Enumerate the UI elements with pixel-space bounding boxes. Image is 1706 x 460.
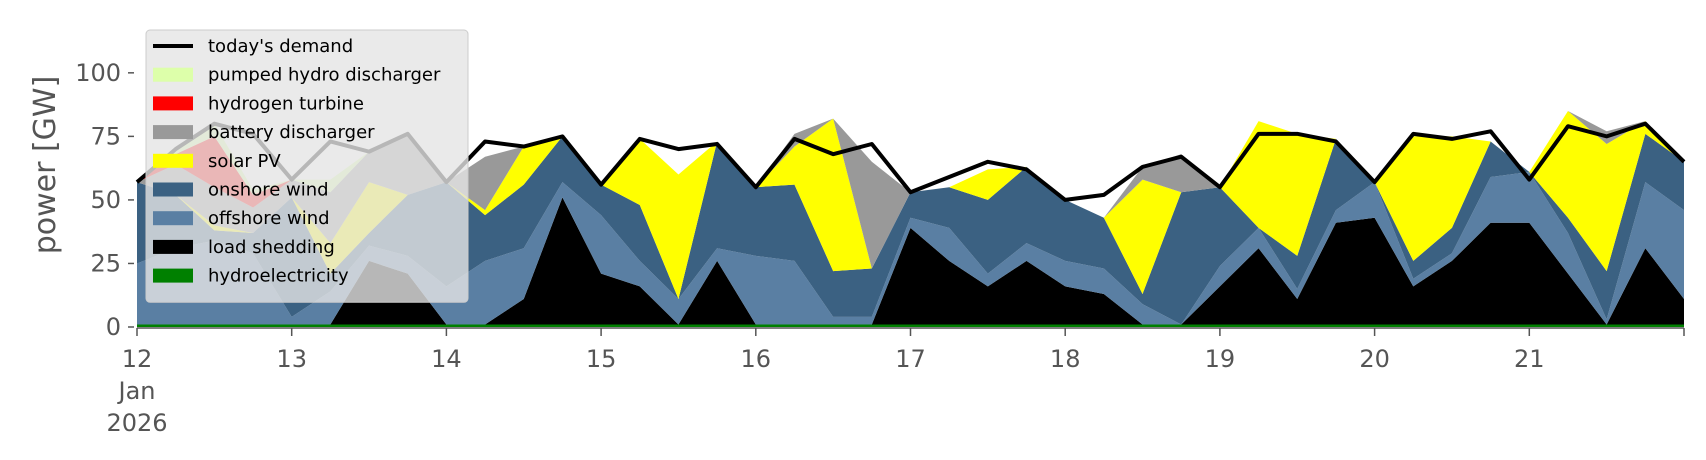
legend-label: load shedding [208, 237, 335, 258]
area-load-shedding [137, 197, 1684, 325]
legend-swatch [153, 125, 193, 140]
area-layer [137, 110, 1684, 327]
legend-label: onshore wind [208, 180, 329, 201]
legend-swatch [153, 153, 193, 168]
x-tick-label-extra: 2026 [106, 409, 167, 437]
legend-swatch [153, 67, 193, 82]
axes-layer: 0 25 50 75 100 12 Jan 2026 13 14 15 16 17 18 19 20 21 [75, 59, 1685, 437]
x-tick-label: 15 [586, 345, 617, 373]
y-tick-label: 0 [106, 313, 121, 341]
legend-swatch [153, 268, 193, 283]
legend-swatch [153, 239, 193, 254]
x-tick-label: 18 [1050, 345, 1081, 373]
x-tick-label: 14 [431, 345, 462, 373]
legend-label: today's demand [208, 36, 353, 57]
x-tick-label-extra: Jan [117, 377, 156, 405]
legend-label: hydrogen turbine [208, 93, 364, 114]
area-offshore-wind [137, 171, 1684, 325]
y-tick-label: 50 [90, 186, 121, 214]
x-tick-label: 12 [122, 345, 153, 373]
area-hydroelectricity [137, 324, 1684, 327]
legend-item-onshore-wind: onshore wind [153, 180, 329, 201]
y-axis-title: power [GW] [28, 76, 63, 255]
x-tick-label: 20 [1359, 345, 1390, 373]
legend-label: solar PV [208, 151, 281, 172]
legend-item-pumped-hydro-discharger: pumped hydro discharger [153, 65, 441, 86]
legend-swatch [153, 96, 193, 111]
legend-item-battery-discharger: battery discharger [153, 122, 375, 143]
legend-item-solar-pv: solar PV [153, 151, 281, 172]
legend-box [145, 29, 469, 303]
x-tick-label: 13 [276, 345, 307, 373]
y-tick-label: 75 [90, 122, 121, 150]
legend-item-today-s-demand: today's demand [153, 36, 353, 57]
legend-item-offshore-wind: offshore wind [153, 208, 330, 229]
area-solar-pv [137, 110, 1684, 300]
legend: today's demand pumped hydro discharger hyd… [145, 29, 469, 303]
legend-item-hydrogen-turbine: hydrogen turbine [153, 93, 364, 114]
x-tick-label: 21 [1514, 345, 1545, 373]
legend-label: offshore wind [208, 208, 330, 229]
y-tick-label: 100 [75, 59, 121, 87]
x-tick-label: 17 [895, 345, 926, 373]
legend-label: pumped hydro discharger [208, 65, 441, 86]
legend-swatch [153, 182, 193, 197]
area-onshore-wind [137, 133, 1684, 325]
x-tick-label: 16 [741, 345, 772, 373]
legend-item-load-shedding: load shedding [153, 237, 335, 258]
y-tick-label: 25 [90, 249, 121, 277]
legend-swatch [153, 211, 193, 226]
legend-label: battery discharger [208, 122, 375, 143]
legend-label: hydroelectricity [208, 266, 349, 287]
x-tick-label: 19 [1205, 345, 1236, 373]
legend-item-hydroelectricity: hydroelectricity [153, 266, 349, 287]
